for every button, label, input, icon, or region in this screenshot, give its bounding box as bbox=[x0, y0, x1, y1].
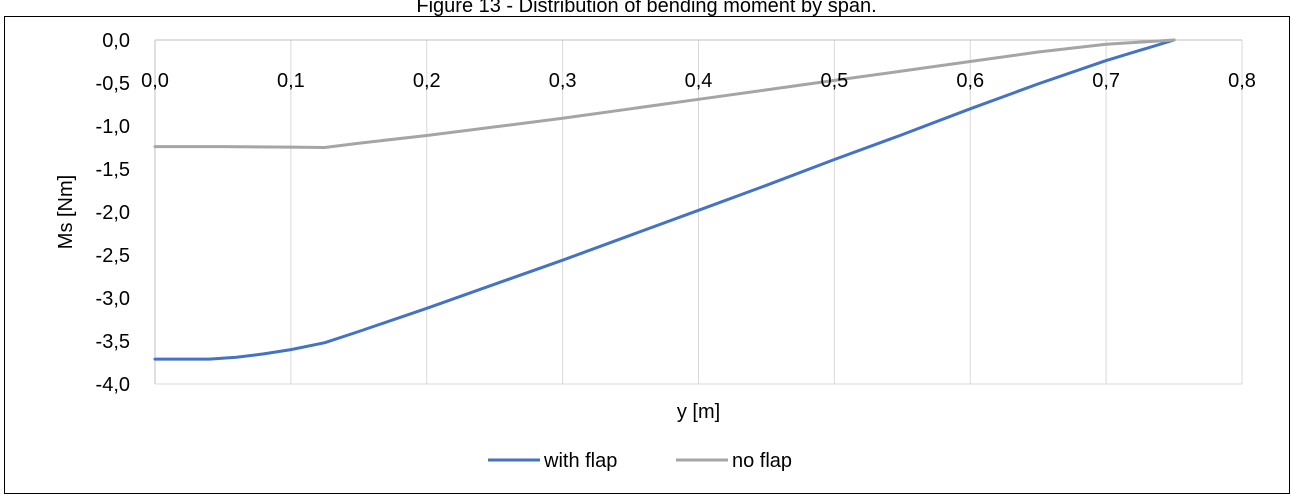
y-tick-label: -3,5 bbox=[96, 331, 130, 353]
y-tick-label: 0,0 bbox=[102, 30, 130, 52]
series-lines bbox=[153, 38, 1176, 361]
chart-title: Figure 13 - Distribution of bending mome… bbox=[416, 0, 877, 17]
x-axis-title: y [m] bbox=[677, 401, 720, 423]
x-tick-label: 0,8 bbox=[1228, 70, 1256, 92]
tick-labels: 0,0 0,1 0,2 0,3 0,4 0,5 0,6 0,7 0,8 0,0 -0,5 -1,0 -1… bbox=[96, 30, 1256, 396]
legend: with flap no flap bbox=[488, 450, 792, 472]
y-tick-label: -0,5 bbox=[96, 73, 130, 95]
x-tick-label: 0,2 bbox=[413, 70, 441, 92]
y-axis-title: Ms [Nm] bbox=[55, 175, 77, 249]
y-tick-label: -2,5 bbox=[96, 245, 130, 267]
y-tick-label: -2,0 bbox=[96, 202, 130, 224]
grid-lines bbox=[155, 40, 1243, 385]
y-tick-label: -1,5 bbox=[96, 159, 130, 181]
x-tick-label: 0,1 bbox=[277, 70, 305, 92]
y-tick-label: -4,0 bbox=[96, 374, 130, 396]
y-tick-label: -3,0 bbox=[96, 288, 130, 310]
axes bbox=[154, 39, 1242, 384]
legend-label: no flap bbox=[732, 450, 792, 472]
x-tick-label: 0,0 bbox=[141, 70, 169, 92]
series-line-with-flap bbox=[153, 38, 1176, 361]
x-tick-label: 0,4 bbox=[685, 70, 713, 92]
y-tick-label: -1,0 bbox=[96, 116, 130, 138]
x-tick-label: 0,7 bbox=[1092, 70, 1120, 92]
x-tick-label: 0,6 bbox=[956, 70, 984, 92]
series-line-no-flap bbox=[153, 38, 1176, 149]
x-tick-label: 0,5 bbox=[820, 70, 848, 92]
legend-label: with flap bbox=[543, 450, 617, 472]
x-tick-label: 0,3 bbox=[549, 70, 577, 92]
chart-frame bbox=[4, 16, 1290, 494]
